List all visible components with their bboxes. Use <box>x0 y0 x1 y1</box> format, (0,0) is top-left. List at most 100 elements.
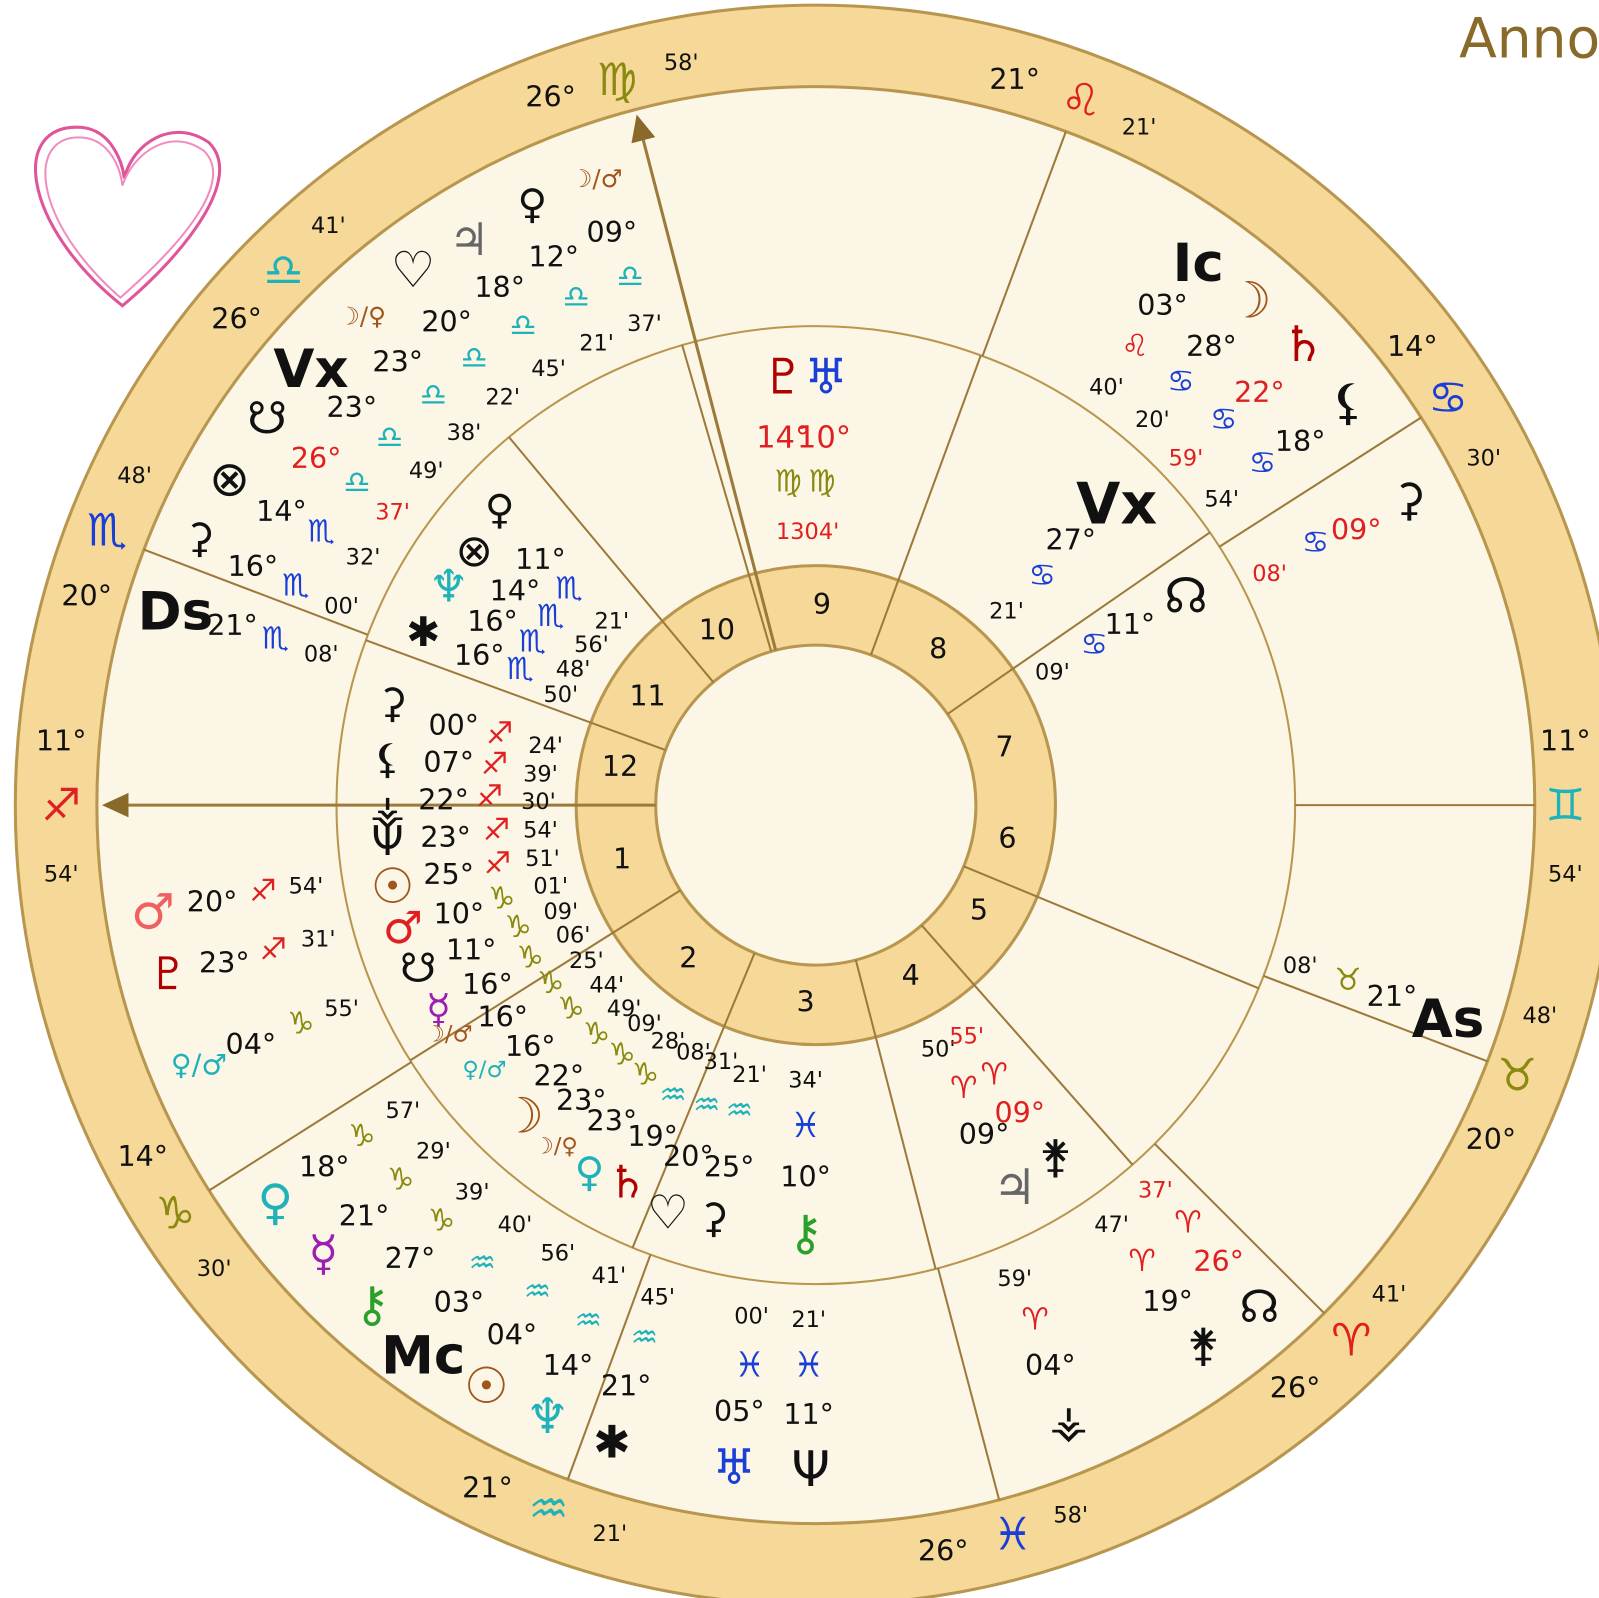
chart-label: 21° <box>601 1370 652 1403</box>
chart-label: ♋ <box>1167 365 1194 400</box>
chart-label: 08' <box>1252 561 1287 587</box>
ring-label: ♎ <box>263 244 303 297</box>
chart-label: ⚵ <box>1187 1319 1220 1372</box>
chart-label: ♐ <box>484 847 511 882</box>
ring-label: 11° <box>36 724 87 757</box>
chart-label: 30' <box>521 789 556 815</box>
chart-label: 04° <box>226 1028 277 1061</box>
chart-label: 11° <box>446 933 497 966</box>
chart-label: 54' <box>523 818 558 844</box>
chart-label: ♏ <box>262 622 289 657</box>
chart-label: 18° <box>1275 425 1326 458</box>
chart-label: 26° <box>291 442 342 475</box>
chart-label: 44' <box>589 973 624 999</box>
chart-label: ♇ <box>761 349 805 406</box>
chart-label: 39' <box>523 762 558 788</box>
chart-label: ⚵ <box>1039 1130 1072 1183</box>
chart-label: ♏ <box>308 514 335 549</box>
chart-label: ♑ <box>428 1203 455 1238</box>
chart-title: Anno <box>1459 7 1599 71</box>
house-number: 6 <box>998 822 1016 855</box>
chart-label: ♒ <box>726 1093 753 1128</box>
chart-label: ⊗ <box>209 451 250 508</box>
chart-label: ♎ <box>343 466 370 501</box>
chart-label: ⚳ <box>378 679 408 727</box>
chart-label: Mc <box>381 1324 465 1386</box>
house-number: 4 <box>902 959 920 992</box>
chart-label: 16° <box>462 968 513 1001</box>
ring-label: 21' <box>1122 114 1157 140</box>
chart-label: ♐ <box>260 932 287 967</box>
chart-label: 21° <box>339 1199 390 1232</box>
house-number: 1 <box>613 843 631 876</box>
chart-label: ♄ <box>607 1156 647 1209</box>
chart-label: ♆ <box>429 560 469 613</box>
house-number: 12 <box>602 750 638 783</box>
chart-label: ♋ <box>1210 402 1237 437</box>
chart-label: 10° <box>434 898 485 931</box>
chart-label: ♑ <box>557 991 584 1026</box>
chart-label: ♈ <box>1021 1302 1048 1337</box>
ring-label: 20° <box>61 580 112 613</box>
chart-label: 28° <box>1186 330 1237 363</box>
chart-label: ⚷ <box>788 1205 824 1262</box>
chart-label: ☽/♂ <box>571 164 623 193</box>
ring-label: ♊ <box>1545 779 1585 832</box>
ring-label: 20° <box>1466 1123 1517 1156</box>
chart-label: 08' <box>1283 953 1318 979</box>
ring-label: ♈ <box>1331 1314 1371 1367</box>
ring-label: ♏ <box>87 503 127 556</box>
chart-label: ♀ <box>574 1148 604 1196</box>
chart-label: ♋ <box>1249 446 1276 481</box>
chart-label: ♀ <box>517 180 547 228</box>
chart-label: 03° <box>434 1286 485 1319</box>
chart-label: 25° <box>704 1150 755 1183</box>
chart-label: 49' <box>409 458 444 484</box>
chart-label: 25' <box>569 948 604 974</box>
chart-label: ♂ <box>131 884 175 941</box>
chart-label: 34' <box>788 1067 823 1093</box>
chart-label: ✱ <box>406 608 440 656</box>
chart-label: 09° <box>1331 513 1382 546</box>
ring-label: ♓ <box>993 1507 1033 1560</box>
chart-label: 11° <box>1105 608 1156 641</box>
chart-label: ♐ <box>483 813 510 848</box>
ring-label: 48' <box>1523 1003 1558 1029</box>
chart-label: ♒ <box>631 1321 658 1356</box>
chart-label: 21° <box>1367 980 1418 1013</box>
chart-label: 45' <box>531 356 566 382</box>
chart-label: 59' <box>1169 446 1204 472</box>
chart-label: ☉ <box>464 1357 509 1415</box>
chart-label: ♒ <box>575 1303 602 1338</box>
chart-label: ♐ <box>249 874 276 909</box>
chart-label: ♉ <box>1334 963 1361 998</box>
chart-label: 23° <box>199 947 250 980</box>
chart-label: ♎ <box>509 309 536 344</box>
chart-label: 40' <box>498 1212 533 1238</box>
chart-label: ♎ <box>460 341 487 376</box>
chart-label: ♐ <box>476 779 503 814</box>
chart-label: ♒ <box>524 1275 551 1310</box>
heart-icon <box>45 137 213 297</box>
ring-label: ♒ <box>529 1482 569 1535</box>
ring-label: 48' <box>117 463 152 489</box>
chart-label: ♎ <box>617 260 644 295</box>
chart-label: 12° <box>528 240 579 273</box>
chart-label: 56' <box>574 632 609 658</box>
ring-label: 41' <box>311 213 346 239</box>
chart-label: 54' <box>1204 486 1239 512</box>
chart-label: 1304' <box>776 519 839 545</box>
chart-label: 16° <box>228 550 279 583</box>
house-number: 10 <box>699 613 735 646</box>
chart-label: ♒ <box>469 1246 496 1281</box>
chart-label: 48' <box>556 657 591 683</box>
chart-label: 16° <box>505 1030 556 1063</box>
chart-label: 37' <box>375 500 410 526</box>
chart-label: ♍ <box>775 465 802 500</box>
chart-label: Ψ <box>791 1441 830 1498</box>
chart-label: ♓ <box>790 1106 821 1146</box>
house-number: 2 <box>679 941 697 974</box>
chart-label: ♃ <box>993 1159 1037 1216</box>
chart-label: ☋ <box>247 391 287 444</box>
chart-label: ♑ <box>348 1119 375 1154</box>
